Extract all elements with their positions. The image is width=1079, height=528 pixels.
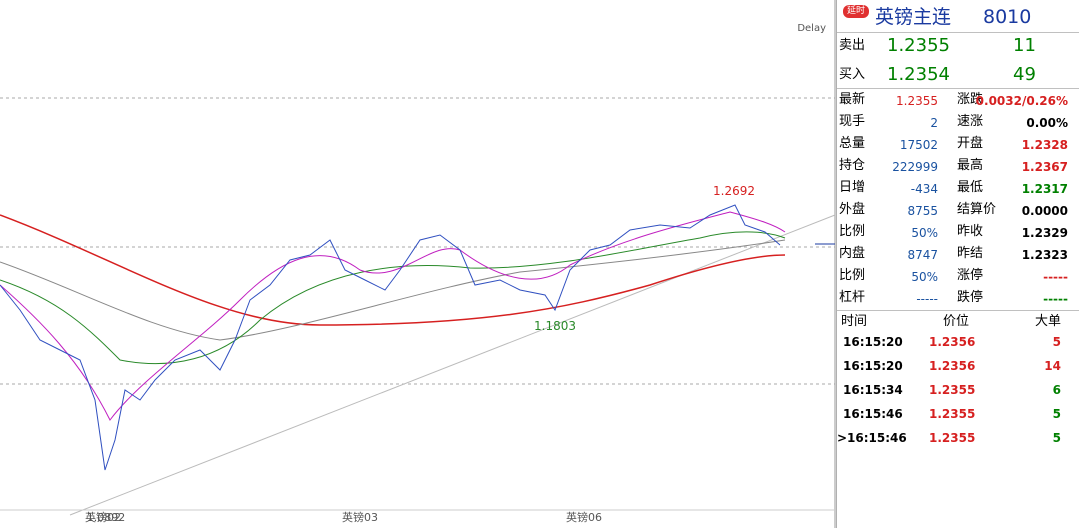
stat-value: -----	[916, 292, 938, 306]
stat-label: 现手	[839, 114, 866, 129]
stat-value: 0.0000	[1021, 204, 1068, 218]
stat-value: 50%	[911, 226, 938, 240]
contract-title: 英镑主连	[875, 6, 952, 28]
delay-badge: 延时	[843, 5, 870, 18]
stat-value: 1.2367	[1021, 160, 1068, 174]
trade-time: 16:15:20	[843, 359, 903, 373]
stat-value: 1.2317	[1021, 182, 1068, 196]
quote-volume: 11	[1013, 35, 1036, 56]
stat-label: 跌停	[957, 290, 984, 305]
stat-label: 涨停	[957, 268, 984, 283]
stat-value: 1.2328	[1021, 138, 1068, 152]
delay-label: Delay	[797, 23, 826, 34]
stat-value: 1.2329	[1021, 226, 1068, 240]
stat-label: 结算价	[957, 202, 997, 217]
trade-time: 16:15:20	[843, 335, 903, 349]
stat-label: 最低	[957, 180, 984, 195]
stat-label: 昨结	[957, 246, 984, 261]
stat-label: 比例	[839, 224, 866, 239]
stat-value: 50%	[911, 270, 938, 284]
quote-price: 1.2354	[887, 64, 950, 85]
quote-label: 卖出	[839, 38, 866, 53]
contract-code: 8010	[983, 6, 1032, 28]
high-label: 1.2692	[713, 184, 755, 198]
trades-header: 大单	[1034, 314, 1061, 329]
stat-label: 涨跌	[957, 92, 984, 107]
divider	[837, 310, 1079, 311]
start-label: 1.0892	[87, 511, 126, 524]
divider	[837, 32, 1079, 33]
stat-label: 杠杆	[839, 290, 866, 305]
chart-lines	[0, 0, 836, 528]
low-label: 1.1803	[534, 319, 576, 333]
stat-label: 内盘	[839, 246, 866, 261]
stat-value: -----	[1043, 270, 1068, 284]
stat-label: 比例	[839, 268, 866, 283]
trade-volume: 14	[1044, 359, 1061, 373]
stat-value: 2	[930, 116, 938, 130]
stat-label: 日增	[839, 180, 866, 195]
stat-value: 17502	[899, 138, 938, 152]
trades-header: 价位	[943, 314, 970, 329]
stat-value: 222999	[892, 160, 938, 174]
stat-label: 总量	[839, 136, 866, 151]
trade-price: 1.2356	[929, 335, 976, 349]
stat-label: 持仓	[839, 158, 866, 173]
stat-label: 最高	[957, 158, 984, 173]
trade-price: 1.2355	[929, 431, 976, 445]
stat-value: 0.0032/0.26%	[975, 94, 1068, 108]
trade-time: >16:15:46	[837, 431, 907, 445]
stat-value: 8747	[907, 248, 938, 262]
trade-volume: 5	[1052, 431, 1061, 445]
stat-value: -434	[910, 182, 938, 196]
trade-volume: 5	[1052, 407, 1061, 421]
stat-value: 0.00%	[1026, 116, 1068, 130]
trade-volume: 5	[1052, 335, 1061, 349]
quote-price: 1.2355	[887, 35, 950, 56]
stat-value: 8755	[907, 204, 938, 218]
trade-price: 1.2355	[929, 407, 976, 421]
axis-label: 英镑02	[85, 510, 121, 524]
divider	[837, 88, 1079, 89]
trade-price: 1.2356	[929, 359, 976, 373]
trade-volume: 6	[1052, 383, 1061, 397]
stat-label: 速涨	[957, 114, 984, 129]
stat-label: 外盘	[839, 202, 866, 217]
quote-label: 买入	[839, 67, 866, 82]
stat-value: -----	[1043, 292, 1068, 306]
trade-time: 16:15:34	[843, 383, 903, 397]
trades-header: 时间	[841, 314, 868, 329]
trade-price: 1.2355	[929, 383, 976, 397]
stat-value: 1.2323	[1021, 248, 1068, 262]
trade-time: 16:15:46	[843, 407, 903, 421]
stat-value: 1.2355	[896, 94, 938, 108]
stat-label: 开盘	[957, 136, 984, 151]
axis-label: 英镑06	[566, 510, 602, 524]
axis-label: 英镑03	[342, 510, 378, 524]
stat-label: 昨收	[957, 224, 984, 239]
quote-panel: 延时 英镑主连 8010 卖出 1.2355 11 买入 1.2354 49 最新 1.2355 涨跌…	[836, 0, 1079, 528]
stat-label: 最新	[839, 92, 866, 107]
quote-volume: 49	[1013, 64, 1036, 85]
